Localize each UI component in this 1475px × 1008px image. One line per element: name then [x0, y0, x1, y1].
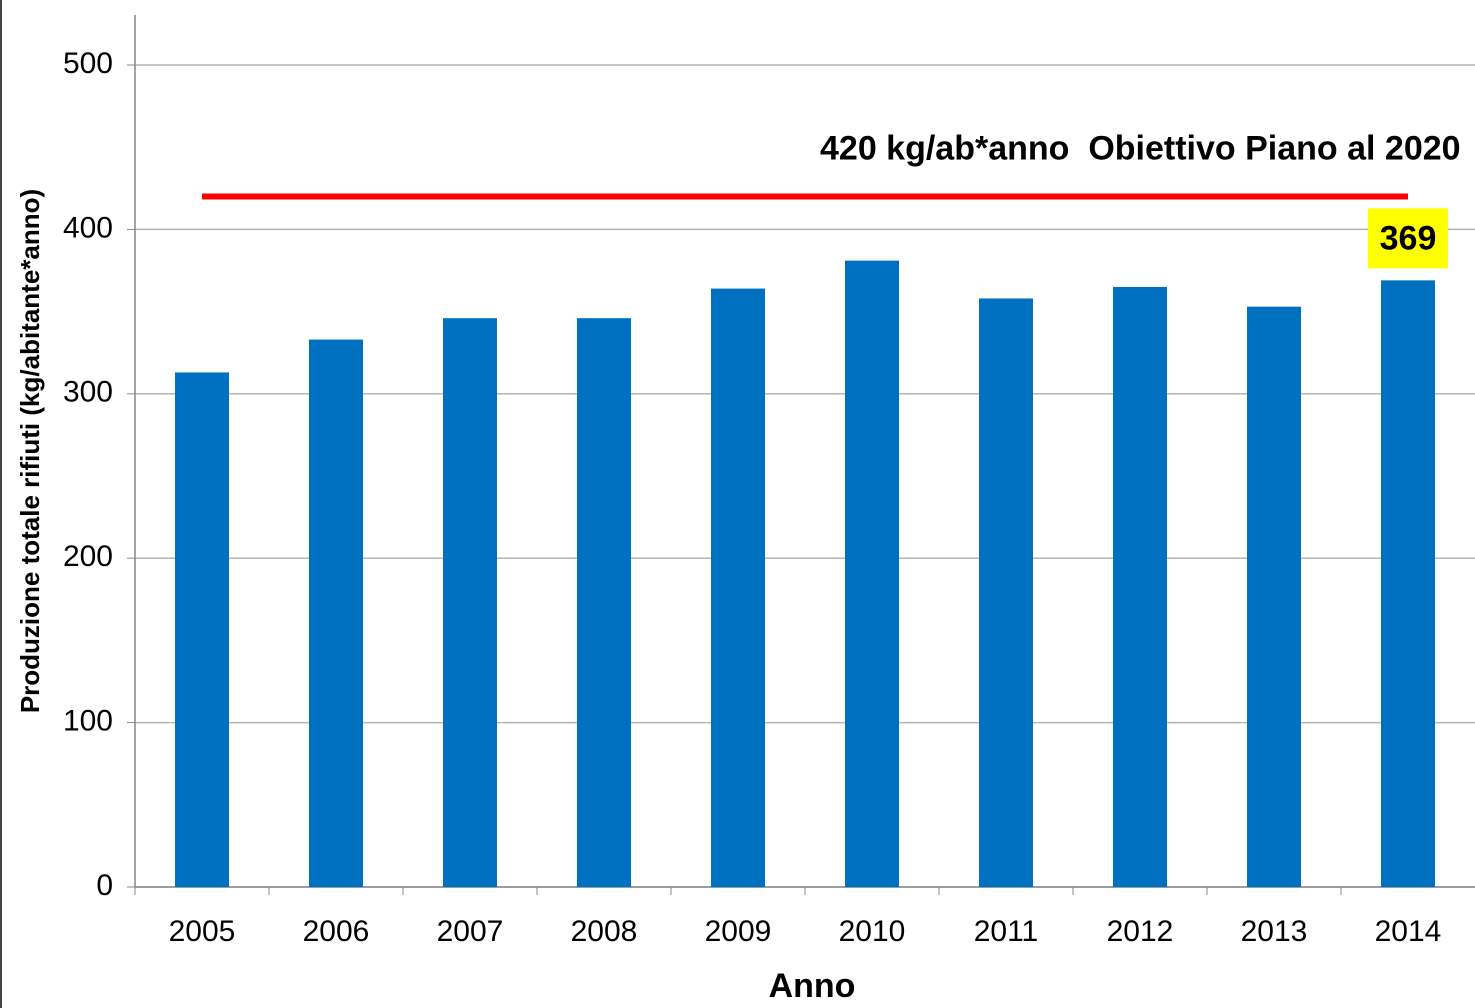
y-tick-label: 200 — [63, 540, 113, 573]
x-tick-label: 2013 — [1241, 915, 1308, 948]
x-tick-label: 2011 — [974, 915, 1039, 948]
x-tick-label: 2012 — [1107, 915, 1174, 948]
bar — [175, 372, 229, 888]
bar — [979, 298, 1033, 887]
x-tick-label: 2006 — [303, 915, 370, 948]
x-tick-label: 2005 — [169, 915, 236, 948]
bar — [845, 260, 899, 887]
x-tick-label: 2014 — [1375, 915, 1442, 948]
bar — [443, 318, 497, 887]
x-tick-label: 2008 — [571, 915, 638, 948]
value-label: 369 — [1380, 219, 1437, 257]
bar — [711, 288, 765, 888]
bar — [577, 318, 631, 887]
x-tick-label: 2009 — [705, 915, 772, 948]
bar — [1113, 286, 1167, 887]
bar — [1381, 280, 1435, 887]
bar — [1247, 306, 1301, 888]
y-tick-label: 500 — [63, 47, 113, 80]
target-label: 420 kg/ab*anno Obiettivo Piano al 2020 — [820, 130, 1461, 168]
y-tick-label: 400 — [63, 211, 113, 244]
bar — [309, 339, 363, 888]
value-label-box — [1368, 208, 1448, 269]
x-tick-label: 2007 — [437, 915, 504, 948]
y-axis-title: Produzione totale rifiuti (kg/abitante*a… — [15, 189, 45, 713]
y-tick-label: 300 — [63, 376, 113, 409]
y-tick-label: 0 — [96, 869, 113, 902]
y-tick-label: 100 — [63, 705, 113, 738]
x-tick-label: 2010 — [839, 915, 906, 948]
x-axis-title: Anno — [769, 967, 856, 1005]
